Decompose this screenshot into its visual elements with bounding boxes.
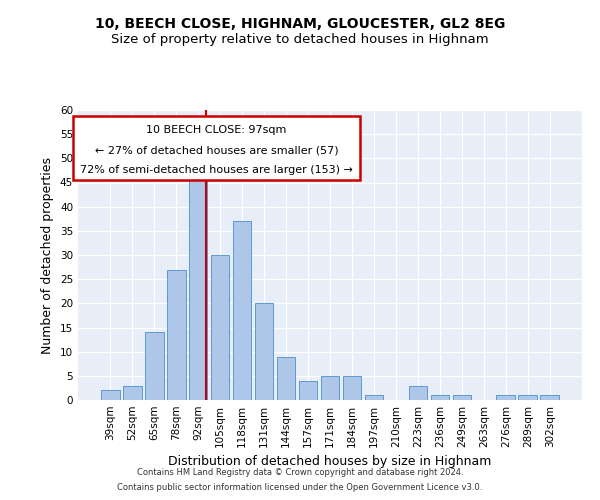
Text: Size of property relative to detached houses in Highnam: Size of property relative to detached ho… (111, 32, 489, 46)
Bar (541, 395, 559, 400)
Text: Contains HM Land Registry data © Crown copyright and database right 2024.: Contains HM Land Registry data © Crown c… (137, 468, 463, 477)
Bar (189, 163, 208, 400)
Text: 10 BEECH CLOSE: 97sqm: 10 BEECH CLOSE: 97sqm (146, 125, 287, 135)
Bar (518, 395, 537, 400)
Text: 10, BEECH CLOSE, HIGHNAM, GLOUCESTER, GL2 8EG: 10, BEECH CLOSE, HIGHNAM, GLOUCESTER, GL… (95, 18, 505, 32)
Text: ← 27% of detached houses are smaller (57): ← 27% of detached houses are smaller (57… (95, 146, 338, 156)
Bar (299, 380, 317, 400)
Bar (496, 395, 515, 400)
Bar (255, 304, 274, 400)
Bar (365, 395, 383, 400)
Bar (277, 356, 295, 400)
Bar (211, 255, 229, 400)
Bar (101, 390, 119, 400)
Bar (145, 332, 164, 400)
Bar (343, 376, 361, 400)
FancyBboxPatch shape (73, 116, 360, 180)
Bar (452, 395, 471, 400)
Bar (167, 270, 185, 400)
Text: Contains public sector information licensed under the Open Government Licence v3: Contains public sector information licen… (118, 483, 482, 492)
Bar (320, 376, 340, 400)
Bar (409, 386, 427, 400)
Y-axis label: Number of detached properties: Number of detached properties (41, 156, 55, 354)
Bar (123, 386, 142, 400)
Bar (233, 221, 251, 400)
Text: 72% of semi-detached houses are larger (153) →: 72% of semi-detached houses are larger (… (80, 165, 353, 175)
X-axis label: Distribution of detached houses by size in Highnam: Distribution of detached houses by size … (169, 456, 491, 468)
Bar (431, 395, 449, 400)
